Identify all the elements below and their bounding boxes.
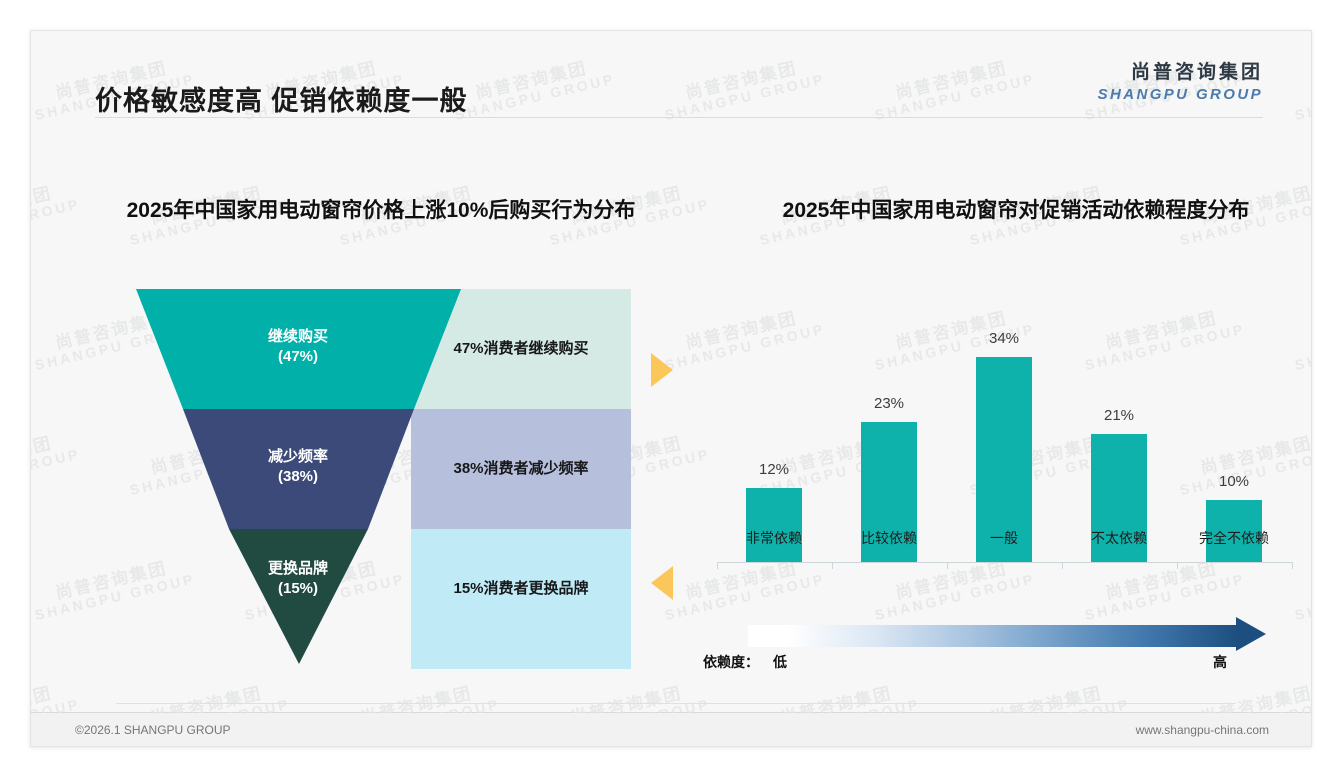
header-divider (95, 117, 1263, 118)
bar-value-label: 21% (1103, 407, 1135, 424)
slide-canvas: 尚普咨询集团 SHANGPU GROUP 尚普咨询集团 SHANGPU GROUP 尚普… (30, 30, 1312, 747)
bar-rect (976, 357, 1032, 562)
left-chart-title: 2025年中国家用电动窗帘价格上涨10%后购买行为分布 (126, 199, 636, 222)
page-title: 价格敏感度高 促销依赖度一般 (95, 86, 468, 116)
funnel-annotation-panel-3: 15%消费者更换品牌 (411, 529, 631, 669)
bar-column: 12% 非常依赖 (746, 461, 802, 562)
bar-chart-axis (717, 562, 1293, 563)
bar-category-label: 非常依赖 (746, 530, 802, 546)
funnel-segment-1 (136, 289, 461, 409)
bar-value-label: 23% (873, 395, 905, 412)
bar-category-label: 完全不依赖 (1199, 530, 1269, 546)
triangle-right-icon (651, 353, 673, 387)
footer-copyright: ©2026.1 SHANGPU GROUP (75, 723, 231, 737)
bar-column: 10% 完全不依赖 (1199, 473, 1269, 562)
footer-divider (31, 712, 1311, 713)
bar-rect (1091, 434, 1147, 562)
legend-high-label: 高 (1213, 654, 1227, 670)
slide-header: 价格敏感度高 促销依赖度一般 尚普咨询集团 SHANGPU GROUP (31, 31, 1311, 118)
logo-text-cn: 尚普咨询集团 (1130, 62, 1263, 83)
bar-category-label: 一般 (990, 530, 1018, 546)
dependency-gradient-legend: 依赖度： 低 高 (703, 617, 1311, 679)
arrow-right-icon (1236, 617, 1266, 651)
footer-website[interactable]: www.shangpu-china.com (1135, 723, 1269, 737)
bar-column: 34% 一般 (976, 330, 1032, 562)
bar-value-label: 12% (758, 461, 790, 478)
funnel-annotation-text-1: 47%消费者继续购买 (453, 340, 589, 357)
axis-tick (717, 562, 718, 569)
company-logo: 尚普咨询集团 SHANGPU GROUP (1098, 57, 1263, 103)
funnel-segment-3 (229, 529, 368, 664)
axis-tick (1292, 562, 1293, 569)
bar-rect (746, 488, 802, 562)
axis-tick (832, 562, 833, 569)
gradient-bar (748, 625, 1238, 647)
bar-chart: 12% 非常依赖 23% 比较依赖 34% 一般 21% 不太依赖 10% 完全… (703, 281, 1311, 611)
bar-column: 23% 比较依赖 (861, 395, 917, 562)
bar-rect (861, 422, 917, 562)
bar-category-label: 不太依赖 (1091, 530, 1147, 546)
funnel-segment-2 (183, 409, 414, 529)
footnote-divider (116, 703, 1236, 704)
funnel-annotation-text-3: 15%消费者更换品牌 (453, 580, 589, 597)
funnel-annotation-text-2: 38%消费者减少频率 (453, 460, 589, 477)
legend-low-label: 低 (773, 654, 787, 670)
bar-category-label: 比较依赖 (861, 530, 917, 546)
axis-tick (1177, 562, 1178, 569)
logo-text-en: SHANGPU GROUP (1097, 86, 1263, 103)
right-chart-title: 2025年中国家用电动窗帘对促销活动依赖程度分布 (782, 199, 1250, 222)
legend-caption: 依赖度： (703, 654, 759, 670)
axis-tick (947, 562, 948, 569)
funnel-chart: 47%消费者继续购买 38%消费者减少频率 15%消费者更换品牌 继续购买 (4… (31, 281, 691, 681)
triangle-left-icon (651, 566, 673, 600)
bar-column: 21% 不太依赖 (1091, 407, 1147, 562)
axis-tick (1062, 562, 1063, 569)
slide-footer: ©2026.1 SHANGPU GROUP www.shangpu-china.… (31, 713, 1311, 746)
bar-value-label: 34% (988, 330, 1020, 347)
funnel-annotation-panel-2: 38%消费者减少频率 (411, 409, 631, 529)
bar-rect (1206, 500, 1262, 562)
bar-value-label: 10% (1218, 473, 1250, 490)
funnel-shape (136, 289, 461, 664)
